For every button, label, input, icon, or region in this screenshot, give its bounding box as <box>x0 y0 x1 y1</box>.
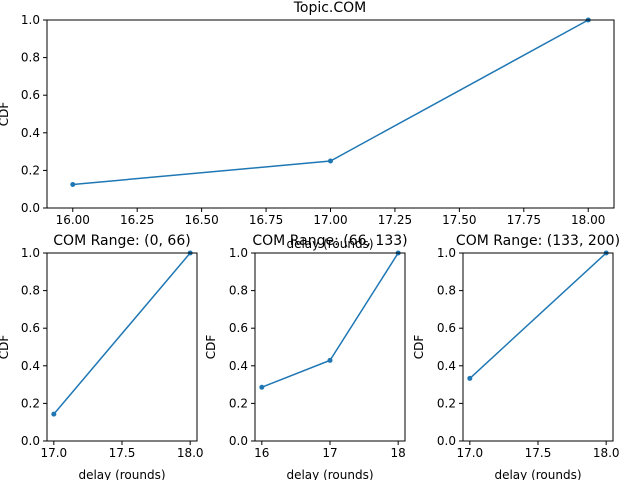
y-tick-label: 0.6 <box>229 321 248 335</box>
x-tick-label: 17.75 <box>507 213 541 227</box>
chart-topic-com: Topic.COM 16.00 16.25 16.50 16.75 17.00 17.25… <box>0 0 615 227</box>
data-point <box>327 357 333 363</box>
x-tick-label: 18.0 <box>177 446 204 460</box>
series-line <box>469 252 607 379</box>
y-tick-label: 0.2 <box>229 396 248 410</box>
x-tick-label: 17 <box>322 446 337 460</box>
plot-frame <box>46 19 615 209</box>
data-point <box>51 411 57 417</box>
x-tick-label: 16.25 <box>120 213 154 227</box>
x-tick-label: 17.50 <box>442 213 476 227</box>
chart-title: COM Range: (0, 66) <box>53 233 190 249</box>
y-tick-label: 0.0 <box>21 434 40 448</box>
x-tick-label: 18 <box>391 446 406 460</box>
chart-title: Topic.COM <box>293 0 367 16</box>
chart-com-range-0-66: COM Range: (0, 66) 17.0 17.5 18.0 0.0 0.2 0.4… <box>0 233 204 480</box>
x-axis-label: delay (rounds) <box>494 468 581 480</box>
y-tick-label: 0.4 <box>21 126 40 140</box>
x-tick-label: 16.00 <box>56 213 90 227</box>
plot-frame <box>462 252 614 442</box>
chart-com-range-66-133: COM Range: (66, 133) 16 17 18 0.0 0.2 0.4 0.6 0… <box>204 233 408 480</box>
y-tick-label: 0.2 <box>21 396 40 410</box>
plot-frame <box>254 252 406 442</box>
x-axis-label: delay (rounds) <box>78 468 165 480</box>
y-tick-label: 1.0 <box>229 246 248 260</box>
y-tick-label: 0.8 <box>229 284 248 298</box>
x-tick-label: 16 <box>254 446 269 460</box>
y-tick-label: 0.6 <box>21 88 40 102</box>
x-tick-label: 16.75 <box>249 213 283 227</box>
data-point <box>259 384 265 390</box>
x-tick-label: 17.5 <box>525 446 552 460</box>
y-tick-label: 0.8 <box>21 284 40 298</box>
data-point <box>70 182 76 187</box>
y-tick-label: 0.8 <box>21 51 40 65</box>
y-tick-label: 0.2 <box>437 396 456 410</box>
x-tick-label: 17.00 <box>313 213 347 227</box>
y-tick-label: 0.2 <box>21 163 40 177</box>
x-tick-label: 17.0 <box>40 446 67 460</box>
x-tick-label: 16.50 <box>184 213 218 227</box>
x-tick-label: 17.25 <box>378 213 412 227</box>
data-point <box>467 375 473 381</box>
y-axis-label: CDF <box>204 335 218 360</box>
x-axis-label-topic-com: delay (rounds) <box>286 237 373 251</box>
x-tick-label: 17.5 <box>109 446 136 460</box>
y-tick-label: 1.0 <box>21 13 40 27</box>
y-axis-label: CDF <box>0 335 11 360</box>
x-tick-label: 17.0 <box>456 446 483 460</box>
chart-title: COM Range: (133, 200) <box>456 233 620 249</box>
y-tick-label: 0.4 <box>229 359 248 373</box>
chart-title: COM Range: (66, 133) <box>252 233 407 249</box>
y-axis-label: CDF <box>412 335 426 360</box>
y-tick-label: 0.0 <box>21 201 40 215</box>
y-tick-label: 1.0 <box>437 246 456 260</box>
y-tick-label: 1.0 <box>21 246 40 260</box>
x-axis-label: delay (rounds) <box>286 468 373 480</box>
chart-com-range-133-200: COM Range: (133, 200) 17.0 17.5 18.0 0.0 0.2… <box>412 233 620 480</box>
data-point <box>328 158 333 164</box>
y-tick-label: 0.6 <box>437 321 456 335</box>
y-tick-label: 0.8 <box>437 284 456 298</box>
y-tick-label: 0.4 <box>437 359 456 373</box>
y-tick-label: 0.0 <box>229 434 248 448</box>
y-tick-label: 0.4 <box>21 359 40 373</box>
series-line <box>53 252 191 415</box>
y-tick-label: 0.0 <box>437 434 456 448</box>
x-tick-label: 18.0 <box>593 446 620 460</box>
y-axis-label: CDF <box>0 102 11 127</box>
plot-frame <box>46 252 198 442</box>
y-tick-label: 0.6 <box>21 321 40 335</box>
x-tick-label: 18.00 <box>571 213 605 227</box>
